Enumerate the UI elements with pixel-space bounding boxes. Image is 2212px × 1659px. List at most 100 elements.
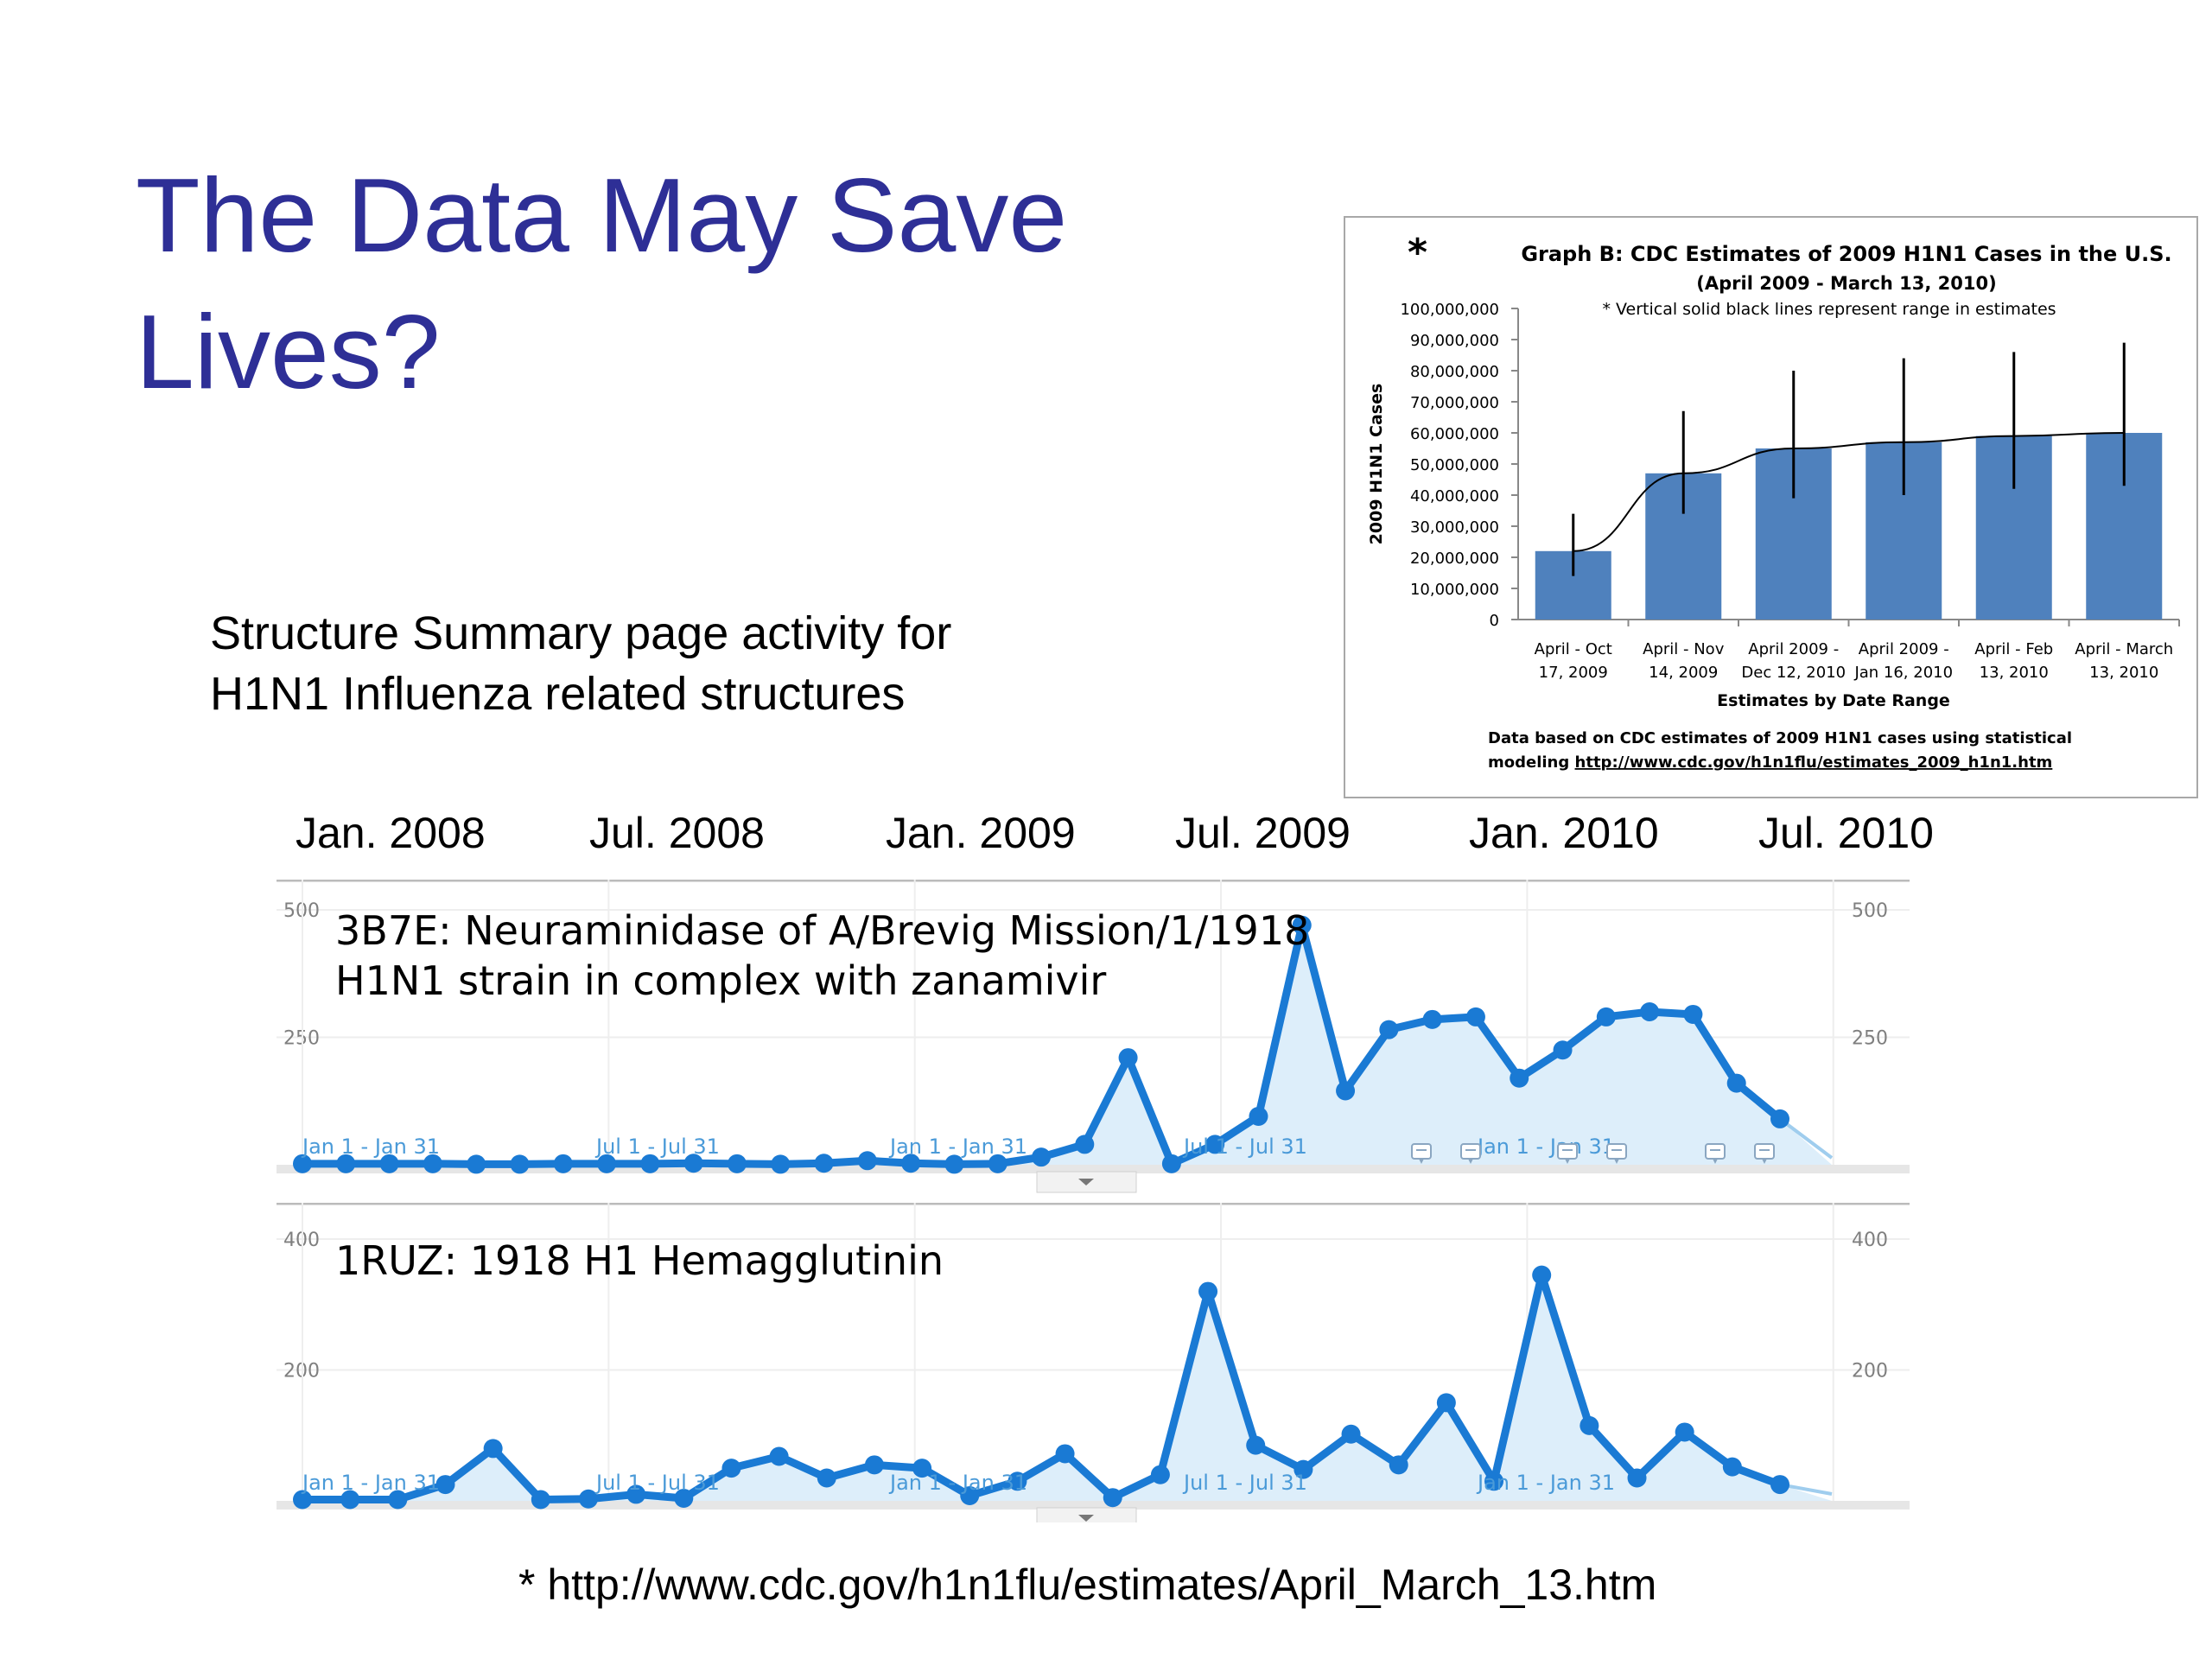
- cdc-chart-annotation: * Vertical solid black lines represent r…: [1602, 300, 2056, 319]
- cdc-source-note: Data based on CDC estimates of 2009 H1N1…: [1488, 729, 2072, 747]
- activity-1ruz-data-point: [721, 1459, 741, 1478]
- activity-1ruz-y-label-right: 400: [1852, 1230, 1888, 1251]
- activity-3b7e-data-point: [1161, 1154, 1181, 1173]
- activity-1ruz-data-point: [1532, 1265, 1552, 1285]
- cdc-source-line: modeling http://www.cdc.gov/h1n1flu/esti…: [1488, 753, 2052, 772]
- activity-1ruz-data-point: [1436, 1393, 1456, 1413]
- annotation-flag-icon: [1460, 1143, 1481, 1164]
- activity-3b7e-data-point: [901, 1154, 921, 1173]
- cdc-x-tick-label: April - Nov: [1643, 640, 1725, 658]
- annotation-flag-icon: [1606, 1143, 1627, 1164]
- activity-3b7e-data-point: [1205, 1135, 1225, 1154]
- activity-1ruz-title: 1RUZ: 1918 H1 Hemagglutinin: [335, 1237, 944, 1284]
- activity-3b7e-data-point: [857, 1151, 877, 1171]
- cdc-y-tick-label: 50,000,000: [1410, 456, 1499, 474]
- annotation-flag-icon: [1557, 1143, 1578, 1164]
- activity-3b7e-data-point: [1726, 1073, 1746, 1093]
- activity-caption: Structure Summary page activity for H1N1…: [210, 603, 951, 724]
- activity-3b7e-data-point: [640, 1154, 660, 1173]
- activity-1ruz-data-point: [864, 1455, 884, 1475]
- activity-3b7e-data-point: [1596, 1007, 1616, 1027]
- annotation-flag-tip: [1713, 1159, 1718, 1164]
- annotation-flag-tip: [1419, 1159, 1424, 1164]
- footnote: * http://www.cdc.gov/h1n1flu/estimates/A…: [518, 1560, 1657, 1609]
- activity-3b7e-data-point: [553, 1154, 573, 1173]
- activity-1ruz-data-point: [578, 1489, 598, 1509]
- cdc-source-prefix: modeling: [1488, 753, 1575, 772]
- annotation-flag-tip: [1565, 1159, 1570, 1164]
- activity-3b7e-data-point: [597, 1154, 617, 1173]
- activity-1ruz-data-point: [1341, 1424, 1361, 1444]
- activity-3b7e-period-label: Jan 1 - Jan 31: [1476, 1135, 1615, 1159]
- activity-1ruz-period-label: Jul 1 - Jul 31: [1182, 1471, 1307, 1495]
- activity-3b7e-area: [302, 925, 1832, 1165]
- caption-line-2: H1N1 Influenza related structures: [210, 668, 906, 720]
- activity-1ruz-data-point: [769, 1446, 789, 1466]
- cdc-bar-chart: * Graph B: CDC Estimates of 2009 H1N1 Cas…: [1367, 231, 2180, 772]
- activity-3b7e-data-point: [1465, 1007, 1485, 1027]
- cdc-x-tick-label: 13, 2010: [1980, 664, 2049, 682]
- activity-3b7e-data-point: [727, 1154, 747, 1173]
- activity-1ruz-y-label-right: 200: [1852, 1361, 1888, 1382]
- timeline-label: Jan. 2008: [296, 809, 486, 857]
- activity-1ruz-data-point: [388, 1490, 408, 1510]
- activity-3b7e-data-point: [1770, 1109, 1789, 1128]
- cdc-x-tick-label: Dec 12, 2010: [1741, 664, 1846, 682]
- activity-3b7e-data-point: [1553, 1040, 1573, 1060]
- timeline-label: Jul. 2009: [1175, 809, 1351, 857]
- cdc-x-tick-label: April - Feb: [1974, 640, 2053, 658]
- activity-1ruz-scrollbar-track: [276, 1501, 1910, 1510]
- cdc-source-link: http://www.cdc.gov/h1n1flu/estimates_200…: [1575, 753, 2053, 772]
- cdc-y-tick-label: 40,000,000: [1410, 487, 1499, 505]
- activity-3b7e-data-point: [1075, 1135, 1095, 1154]
- activity-3b7e-data-point: [1032, 1147, 1051, 1167]
- activity-1ruz-data-point: [1103, 1488, 1122, 1508]
- activity-3b7e-period-label: Jul 1 - Jul 31: [1182, 1135, 1307, 1159]
- activity-3b7e-period-label: Jul 1 - Jul 31: [594, 1135, 720, 1159]
- cdc-x-tick-label: 17, 2009: [1539, 664, 1608, 682]
- activity-3b7e-data-point: [771, 1154, 791, 1174]
- activity-1ruz-data-point: [1150, 1465, 1170, 1484]
- cdc-y-axis-label: 2009 H1N1 Cases: [1367, 384, 1386, 545]
- activity-1ruz-data-point: [1580, 1415, 1599, 1435]
- annotation-flag-body: [1705, 1143, 1726, 1160]
- cdc-x-tick-label: 13, 2010: [2089, 664, 2158, 682]
- cdc-x-tick-label: Jan 16, 2010: [1853, 664, 1953, 682]
- timeline-header: Jan. 2008 Jul. 2008 Jan. 2009 Jul. 2009 …: [285, 808, 1979, 860]
- cdc-x-axis-label: Estimates by Date Range: [1717, 691, 1950, 710]
- activity-1ruz-data-point: [1722, 1457, 1742, 1477]
- title-line-2: Lives?: [136, 293, 441, 410]
- cdc-y-tick-label: 60,000,000: [1410, 425, 1499, 443]
- activity-1ruz-data-point: [1675, 1422, 1694, 1442]
- cdc-x-tick-label: 14, 2009: [1649, 664, 1718, 682]
- timeline-label: Jul. 2008: [589, 809, 765, 857]
- activity-3b7e-data-point: [988, 1154, 1007, 1173]
- activity-1ruz-period-label: Jan 1 - Jan 31: [301, 1471, 440, 1495]
- activity-3b7e-period-label: Jan 1 - Jan 31: [888, 1135, 1027, 1159]
- timeline-label: Jan. 2009: [886, 809, 1076, 857]
- activity-3b7e-data-point: [379, 1154, 399, 1173]
- activity-1ruz-period-label: Jul 1 - Jul 31: [594, 1471, 720, 1495]
- activity-1ruz-period-label: Jan 1 - Jan 31: [1476, 1471, 1615, 1495]
- activity-1ruz-data-point: [483, 1439, 503, 1459]
- activity-1ruz-data-point: [293, 1490, 312, 1510]
- activity-1ruz-data-point: [1389, 1455, 1408, 1475]
- activity-3b7e-data-point: [293, 1154, 312, 1173]
- cdc-y-tick-label: 10,000,000: [1410, 581, 1499, 599]
- activity-3b7e-data-point: [467, 1154, 486, 1174]
- activity-1ruz-chevron-down-icon: [1078, 1515, 1094, 1522]
- annotation-flag-tip: [1468, 1159, 1473, 1164]
- activity-3b7e-subtitle: H1N1 strain in complex with zanamivir: [335, 957, 1106, 1004]
- activity-3b7e-period-label: Jan 1 - Jan 31: [301, 1135, 440, 1159]
- cdc-chart-subtitle: (April 2009 - March 13, 2010): [1696, 273, 1996, 294]
- activity-3b7e-data-point: [1510, 1068, 1529, 1088]
- cdc-y-tick-label: 90,000,000: [1410, 332, 1499, 350]
- activity-1ruz-period-label: Jan 1 - Jan 31: [888, 1471, 1027, 1495]
- activity-3b7e-data-point: [683, 1154, 703, 1173]
- activity-3b7e-data-point: [510, 1154, 530, 1174]
- annotation-flag-icon: [1754, 1143, 1775, 1164]
- activity-3b7e-data-point: [944, 1154, 964, 1174]
